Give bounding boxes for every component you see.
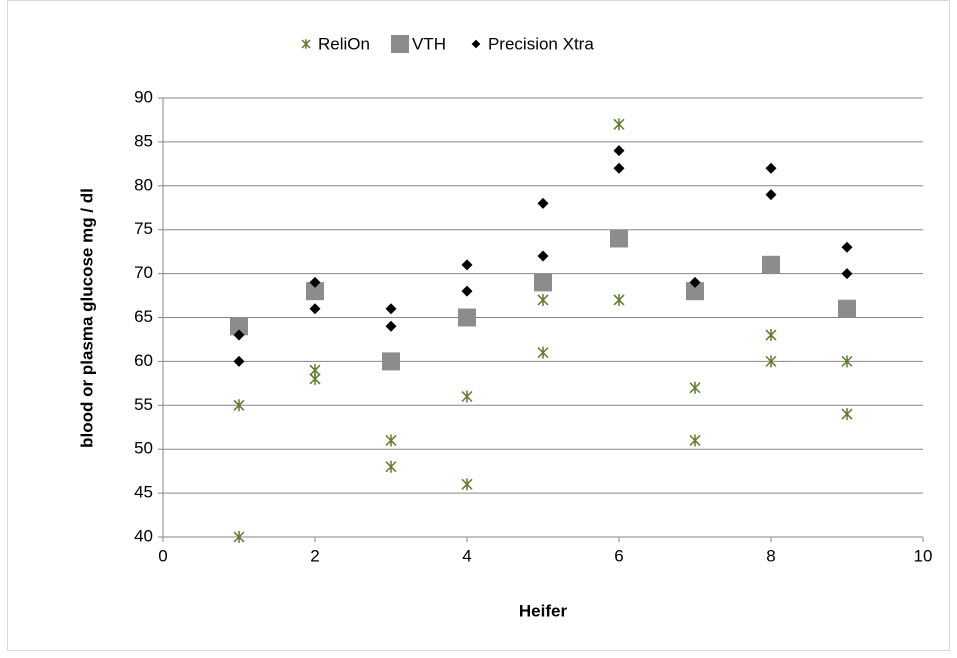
x-tick-label: 6: [614, 546, 623, 565]
point: [537, 250, 549, 262]
point: [537, 346, 549, 359]
point: [461, 478, 473, 491]
point: [613, 162, 625, 174]
point: [233, 355, 245, 367]
point: [689, 381, 701, 394]
x-tick-label: 8: [766, 546, 775, 565]
point: [537, 293, 549, 306]
point: [233, 329, 245, 341]
point: [461, 390, 473, 403]
point: [385, 320, 397, 332]
legend-marker: [301, 39, 311, 49]
point: [689, 434, 701, 447]
point: [233, 531, 245, 543]
legend-marker: [471, 39, 481, 49]
point: [461, 259, 473, 271]
point: [537, 197, 549, 209]
point: [765, 329, 777, 342]
y-tick-label: 70: [134, 263, 153, 282]
point: [461, 285, 473, 297]
x-tick-label: 2: [310, 546, 319, 565]
point: [838, 299, 856, 318]
x-tick-label: 10: [914, 546, 933, 565]
point: [309, 372, 321, 385]
point: [841, 355, 853, 368]
point: [385, 303, 397, 315]
legend-marker: [390, 35, 409, 53]
point: [613, 145, 625, 157]
point: [306, 282, 324, 301]
y-tick-label: 60: [134, 351, 153, 370]
point: [534, 273, 552, 292]
point: [765, 189, 777, 201]
legend-label: VTH: [412, 34, 446, 53]
point: [458, 308, 476, 327]
point: [230, 317, 248, 336]
legend-label: ReliOn: [318, 34, 370, 53]
point: [309, 276, 321, 288]
point: [233, 399, 245, 412]
point: [762, 255, 780, 274]
point: [613, 118, 625, 131]
x-tick-label: 0: [158, 546, 167, 565]
x-tick-label: 4: [462, 546, 471, 565]
y-tick-label: 85: [134, 131, 153, 150]
point: [385, 434, 397, 447]
y-tick-label: 45: [134, 483, 153, 502]
x-axis-title: Heifer: [519, 601, 568, 620]
y-tick-label: 65: [134, 307, 153, 326]
legend-label: Precision Xtra: [488, 34, 594, 53]
y-tick-label: 90: [134, 87, 153, 106]
point: [841, 241, 853, 253]
point: [765, 355, 777, 368]
y-tick-label: 40: [134, 526, 153, 545]
point: [382, 352, 400, 371]
y-tick-label: 50: [134, 439, 153, 458]
point: [841, 268, 853, 280]
point: [309, 303, 321, 315]
y-axis-title: blood or plasma glucose mg / dl: [77, 188, 96, 448]
point: [613, 293, 625, 306]
point: [841, 408, 853, 421]
point: [689, 276, 701, 288]
point: [765, 162, 777, 174]
chart-border: [7, 0, 950, 651]
point: [610, 229, 628, 248]
y-tick-label: 55: [134, 395, 153, 414]
y-tick-label: 75: [134, 219, 153, 238]
y-tick-label: 80: [134, 175, 153, 194]
point: [385, 460, 397, 473]
point: [686, 282, 704, 301]
